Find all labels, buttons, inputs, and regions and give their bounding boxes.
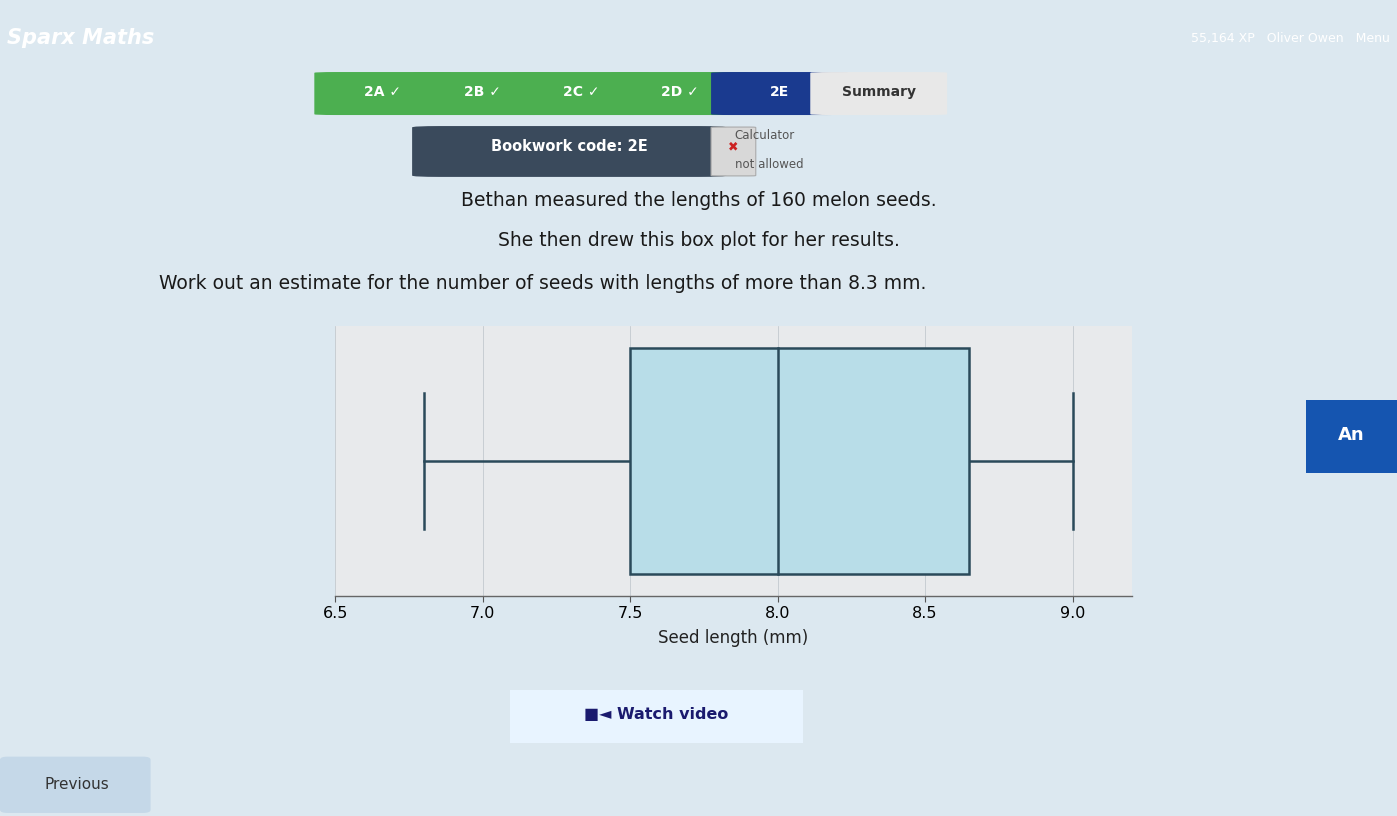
X-axis label: Seed length (mm): Seed length (mm) [658, 629, 809, 647]
FancyBboxPatch shape [0, 756, 151, 813]
Text: ■◄ Watch video: ■◄ Watch video [584, 707, 729, 722]
Bar [630, 348, 970, 574]
Text: Sparx Maths: Sparx Maths [7, 28, 154, 48]
Text: Bookwork code: 2E: Bookwork code: 2E [490, 140, 648, 154]
FancyBboxPatch shape [492, 686, 821, 746]
Text: 2C ✓: 2C ✓ [563, 85, 599, 99]
FancyBboxPatch shape [711, 127, 756, 176]
Text: An: An [1338, 426, 1365, 444]
Text: Previous: Previous [45, 777, 109, 792]
Text: 55,164 XP   Oliver Owen   Menu: 55,164 XP Oliver Owen Menu [1192, 32, 1390, 45]
FancyBboxPatch shape [612, 72, 749, 115]
Text: Work out an estimate for the number of seeds with lengths of more than 8.3 mm.: Work out an estimate for the number of s… [159, 274, 926, 293]
Text: 2A ✓: 2A ✓ [365, 85, 401, 99]
Text: Calculator: Calculator [735, 129, 795, 142]
Text: not allowed: not allowed [735, 158, 803, 171]
Text: 2E: 2E [770, 85, 789, 99]
Text: 2D ✓: 2D ✓ [661, 85, 700, 99]
FancyBboxPatch shape [412, 126, 726, 177]
FancyBboxPatch shape [513, 72, 650, 115]
FancyBboxPatch shape [314, 72, 451, 115]
Text: 2B ✓: 2B ✓ [464, 85, 500, 99]
Text: ✖: ✖ [728, 140, 739, 153]
Text: Bethan measured the lengths of 160 melon seeds.: Bethan measured the lengths of 160 melon… [461, 192, 936, 211]
FancyBboxPatch shape [810, 72, 947, 115]
FancyBboxPatch shape [711, 72, 848, 115]
Text: Summary: Summary [842, 85, 915, 99]
FancyBboxPatch shape [414, 72, 550, 115]
Text: She then drew this box plot for her results.: She then drew this box plot for her resu… [497, 231, 900, 250]
FancyBboxPatch shape [1302, 396, 1397, 477]
